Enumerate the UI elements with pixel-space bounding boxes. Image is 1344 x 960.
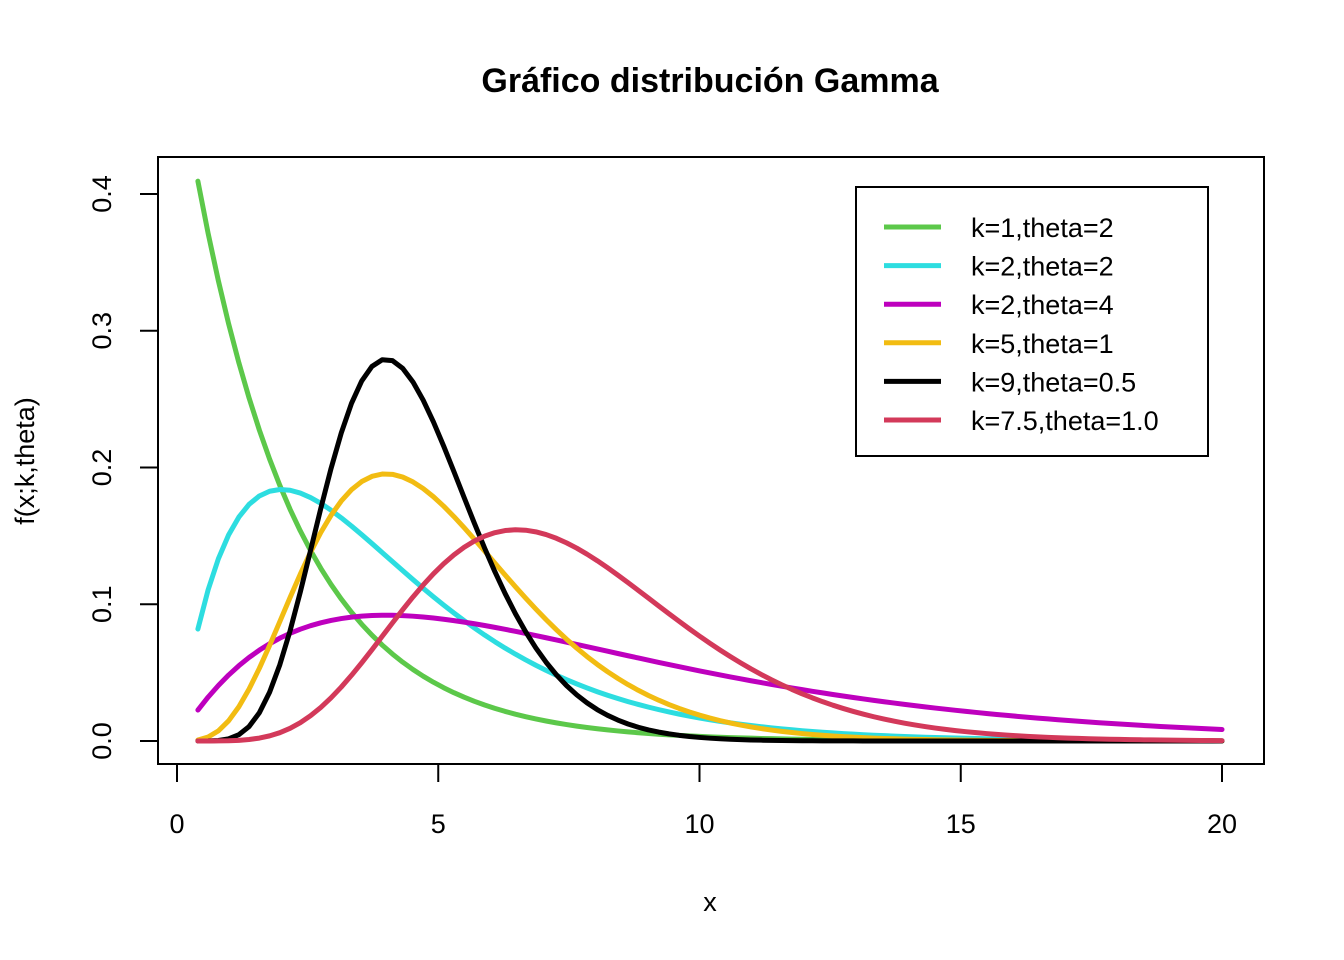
x-tick-label: 0 <box>169 809 184 839</box>
legend-label-3: k=2,theta=4 <box>971 290 1114 320</box>
x-tick-label: 5 <box>431 809 446 839</box>
legend-label-6: k=7.5,theta=1.0 <box>971 406 1159 436</box>
y-tick-label: 0.0 <box>87 722 117 760</box>
y-axis: 0.0 0.1 0.2 0.3 0.4 <box>87 175 159 760</box>
series-line-6 <box>195 527 1225 744</box>
series-line-5 <box>195 357 1225 744</box>
x-axis: 0 5 10 15 20 <box>169 763 1237 839</box>
x-axis-label: x <box>703 887 717 917</box>
y-tick-label: 0.2 <box>87 449 117 487</box>
series-line-3 <box>195 612 1225 732</box>
y-tick-label: 0.3 <box>87 312 117 350</box>
legend-box <box>855 186 1209 457</box>
series-layer <box>195 178 1225 744</box>
x-tick-label: 10 <box>684 809 714 839</box>
x-tick-label: 15 <box>946 809 976 839</box>
legend: k=1,theta=2 k=2,theta=2 k=2,theta=4 k=5,the… <box>855 186 1209 457</box>
y-tick-label: 0.4 <box>87 175 117 213</box>
chart-title: Gráfico distribución Gamma <box>481 62 939 100</box>
legend-label-1: k=1,theta=2 <box>971 213 1114 243</box>
legend-label-4: k=5,theta=1 <box>971 329 1114 359</box>
legend-label-2: k=2,theta=2 <box>971 252 1114 282</box>
y-axis-label: f(x;k,theta) <box>10 397 40 525</box>
y-tick-label: 0.1 <box>87 585 117 623</box>
series-line-4 <box>195 471 1225 744</box>
x-tick-label: 20 <box>1207 809 1237 839</box>
legend-label-5: k=9,theta=0.5 <box>971 367 1136 397</box>
